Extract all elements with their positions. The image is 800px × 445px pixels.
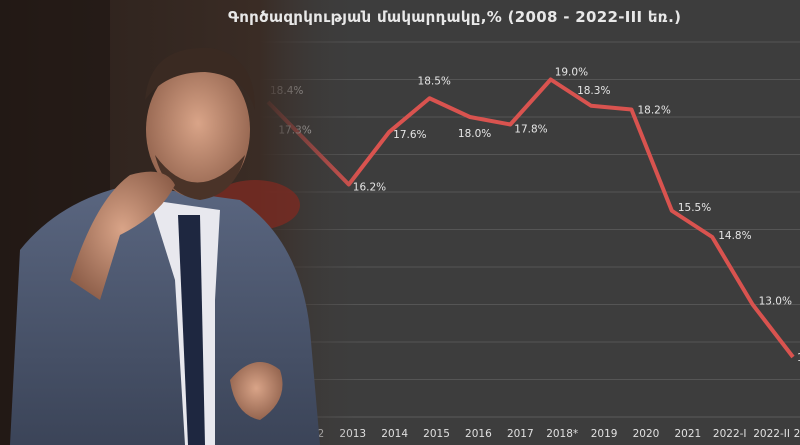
x-tick-label: 2021	[674, 428, 701, 440]
data-label: 15.5%	[678, 202, 711, 214]
data-label: 17.6%	[393, 129, 426, 141]
x-tick-label: 2018*	[546, 428, 578, 440]
x-tick-label: 2022-III	[794, 428, 800, 440]
data-label: 18.5%	[418, 75, 451, 87]
x-tick-label: 2020	[633, 428, 660, 440]
x-tick-label: 2022-II	[753, 428, 790, 440]
data-label: 16.2%	[353, 182, 386, 194]
data-label: 14.8%	[718, 230, 751, 242]
x-tick-label: 2015	[423, 428, 450, 440]
x-tick-label: 2016	[465, 428, 492, 440]
speaker-photo	[0, 0, 360, 445]
data-label: 17.8%	[514, 124, 547, 136]
data-label: 18.3%	[577, 85, 610, 97]
data-label: 1	[797, 352, 800, 364]
x-tick-label: 2019	[591, 428, 618, 440]
chart-title: Գործազրկության մակարդակը,% (2008 - 2022-…	[228, 8, 682, 26]
data-label: 13.0%	[759, 296, 792, 308]
data-label: 18.2%	[637, 105, 670, 117]
x-tick-label: 2014	[381, 428, 408, 440]
data-label: 18.0%	[458, 128, 491, 140]
data-label: 19.0%	[555, 67, 588, 79]
x-tick-label: 2022-I	[713, 428, 747, 440]
x-tick-label: 2017	[507, 428, 534, 440]
